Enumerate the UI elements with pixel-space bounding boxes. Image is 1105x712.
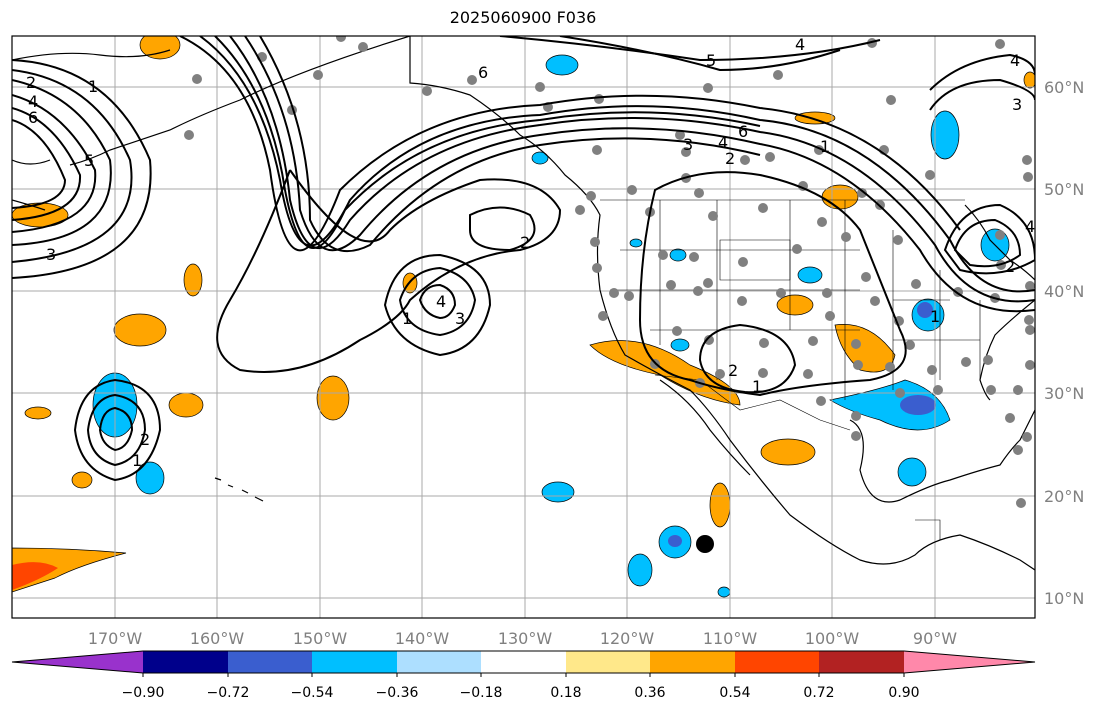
colorbar-tick-label: 0.18	[550, 685, 581, 701]
colorbar-tick-label: 0.72	[803, 685, 834, 701]
lon-label: 160°W	[190, 629, 245, 648]
colorbar-tick-label: 0.54	[719, 685, 750, 701]
contour-label: 3	[1012, 95, 1022, 114]
colorbar-extend-min	[12, 651, 143, 673]
contour-label: 2	[26, 73, 36, 92]
colorbar-tick-label: −0.54	[291, 685, 334, 701]
contour-label: 1	[402, 309, 412, 328]
lon-label: 140°W	[395, 629, 450, 648]
lon-label: 130°W	[498, 629, 553, 648]
contour-label: 6	[478, 63, 488, 82]
contour-label: 2	[520, 233, 530, 252]
contour-label: 1	[132, 451, 142, 470]
longitude-labels: 170°W 160°W 150°W 140°W 130°W 120°W 110°…	[88, 629, 957, 648]
station-dots	[184, 36, 1035, 508]
lat-label: 60°N	[1044, 78, 1084, 97]
contour-label: 6	[738, 122, 748, 141]
contour-label: 4	[1010, 51, 1020, 70]
contour-label: 3	[455, 309, 465, 328]
contour-label: 3	[46, 245, 56, 264]
contour-label: 4	[795, 35, 805, 54]
colorbar-segment	[312, 651, 397, 673]
colorbar-tick-label: −0.36	[376, 685, 419, 701]
lat-label: 50°N	[1044, 180, 1084, 199]
contour-label: 2	[140, 430, 150, 449]
graticule	[12, 36, 1035, 618]
storm-marker	[696, 535, 714, 553]
lat-label: 30°N	[1044, 384, 1084, 403]
lon-label: 150°W	[293, 629, 348, 648]
contour-label: 5	[84, 151, 94, 170]
colorbar-tick-label: −0.72	[207, 685, 250, 701]
colorbar-segment	[397, 651, 481, 673]
colorbar-segment	[566, 651, 650, 673]
colorbar-tick-label: −0.18	[460, 685, 503, 701]
contour-label: 4	[436, 292, 446, 311]
contour-labels: 2 4 6 1 5 3 6 4 5 3 4 6 4 3 2 2 4 3 1 2 …	[26, 35, 1035, 470]
contour-label: 1	[930, 307, 940, 326]
colorbar-tick-label: 0.36	[634, 685, 665, 701]
colorbar-segment	[481, 651, 566, 673]
contour-label: 2	[728, 361, 738, 380]
lon-label: 90°W	[913, 629, 957, 648]
colorbar-labels: −0.90 −0.72 −0.54 −0.36 −0.18 0.18 0.36 …	[122, 685, 920, 701]
lon-label: 170°W	[88, 629, 143, 648]
contour-label: 2	[1005, 257, 1015, 276]
contour-label: 5	[706, 51, 716, 70]
contour-lines	[12, 36, 1035, 482]
colorbar-tick-label: 0.90	[888, 685, 919, 701]
contour-label: 1	[88, 77, 98, 96]
colorbar-segment	[143, 651, 228, 673]
political-borders	[600, 199, 981, 540]
contour-label: 4	[718, 133, 728, 152]
contour-label: 4	[1025, 217, 1035, 236]
contour-label: 1	[820, 137, 830, 156]
colorbar-tick-label: −0.90	[122, 685, 165, 701]
map-frame	[11, 35, 1036, 619]
contour-label: 6	[28, 108, 38, 127]
contour-label: 4	[28, 92, 38, 111]
contour-label: 3	[683, 135, 693, 154]
colorbar-segment	[228, 651, 312, 673]
colorbar-segment	[819, 651, 904, 673]
colorbar-segment	[735, 651, 819, 673]
contour-label: 1	[752, 377, 762, 396]
lat-label: 40°N	[1044, 282, 1084, 301]
lon-label: 120°W	[600, 629, 655, 648]
lat-label: 20°N	[1044, 487, 1084, 506]
colorbar	[11, 650, 1036, 677]
latitude-labels: 60°N 50°N 40°N 30°N 20°N 10°N	[1044, 78, 1084, 608]
contour-label: 2	[725, 149, 735, 168]
colorbar-segment	[650, 651, 735, 673]
lon-label: 100°W	[805, 629, 860, 648]
colorbar-extend-max	[904, 651, 1035, 673]
lat-label: 10°N	[1044, 589, 1084, 608]
lon-label: 110°W	[703, 629, 758, 648]
map-title: 2025060900 F036	[449, 8, 597, 27]
